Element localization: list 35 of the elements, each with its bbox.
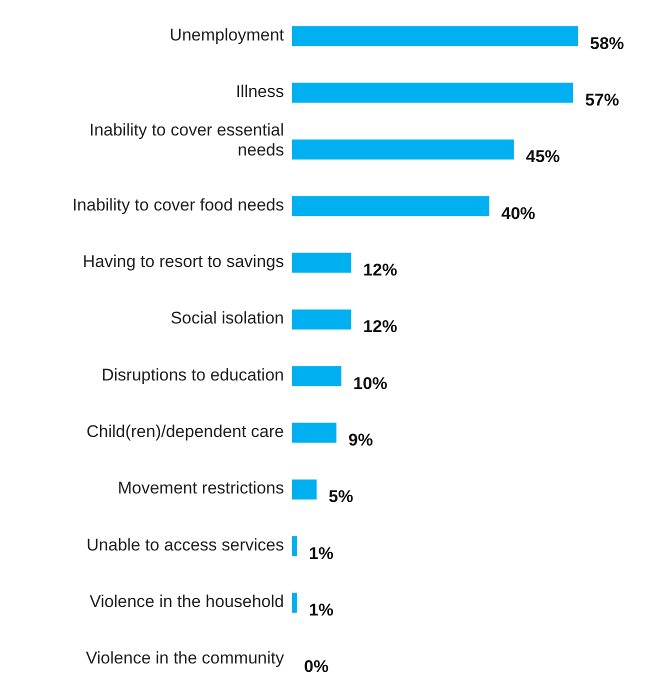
data-label: 57% <box>585 90 620 110</box>
y-tick-label: Unemployment <box>170 26 284 45</box>
data-label: 1% <box>308 600 334 620</box>
y-tick-label: Unable to access services <box>86 536 284 555</box>
y-tick-label: Inability to cover food needs <box>72 196 284 215</box>
y-tick-label: Inability to cover essential needs <box>89 121 284 160</box>
bar <box>292 422 336 443</box>
bar <box>292 26 578 46</box>
y-tick-label: Movement restrictions <box>118 479 284 498</box>
y-tick-label: Disruptions to education <box>102 366 284 385</box>
y-tick-label: Social isolation <box>170 309 284 328</box>
bar <box>292 479 317 500</box>
data-label: 58% <box>590 34 624 53</box>
data-label: 1% <box>308 544 334 563</box>
bar <box>292 82 574 103</box>
y-tick-label: Child(ren)/dependent care <box>86 422 284 442</box>
data-label: 10% <box>353 374 388 393</box>
bar <box>292 592 297 613</box>
y-tick-label: Violence in the household <box>90 592 284 612</box>
data-label: 45% <box>526 147 560 166</box>
data-label: 12% <box>363 317 398 336</box>
bar <box>292 536 297 556</box>
data-label: 9% <box>348 430 373 450</box>
data-label: 40% <box>501 204 536 223</box>
y-tick-label: Violence in the community <box>86 649 284 668</box>
data-label: 0% <box>304 657 329 676</box>
y-tick-label: Illness <box>236 82 284 102</box>
bar <box>292 139 514 160</box>
data-label: 12% <box>363 260 398 280</box>
bar <box>292 196 490 216</box>
data-label: 5% <box>328 487 354 506</box>
bar <box>292 366 342 386</box>
bar <box>292 252 352 273</box>
bar <box>292 309 352 330</box>
y-tick-label: Having to resort to savings <box>82 252 284 272</box>
